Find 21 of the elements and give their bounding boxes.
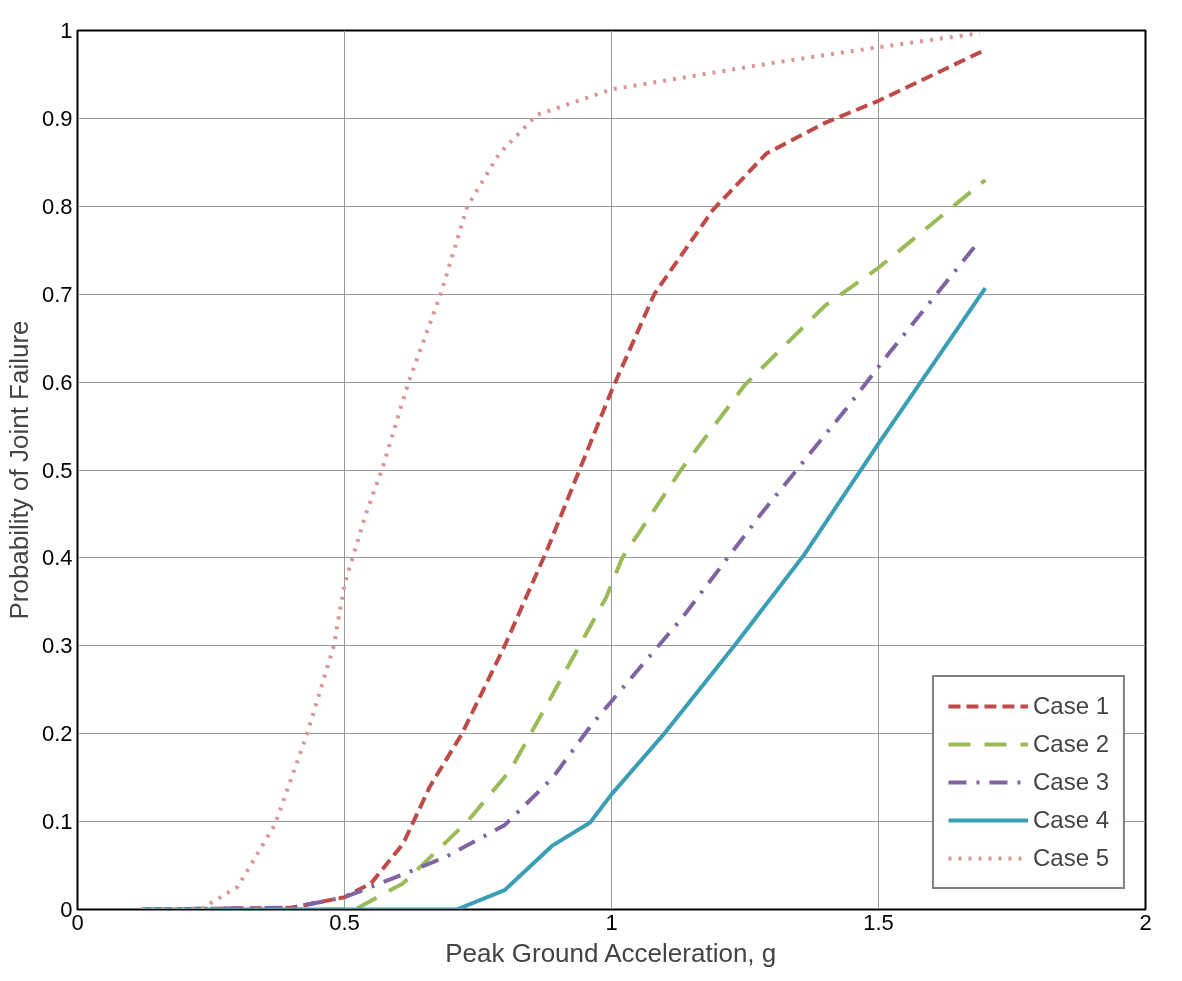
y-tick-label: 0.4 xyxy=(41,545,73,571)
legend-label: Case 5 xyxy=(1032,844,1109,872)
x-tick-label: 1 xyxy=(605,909,618,935)
y-tick-label: 0.3 xyxy=(41,633,73,659)
y-axis-title: Probability of Joint Failure xyxy=(3,320,34,620)
x-tick-label: 0.5 xyxy=(329,909,360,935)
y-tick-label: 0.5 xyxy=(41,457,73,483)
x-tick-label: 2 xyxy=(1139,909,1152,935)
legend-label: Case 1 xyxy=(1032,692,1109,720)
x-tick-label: 1.5 xyxy=(863,909,894,935)
y-tick-label: 1 xyxy=(60,18,73,43)
y-tick-label: 0.6 xyxy=(41,369,73,395)
y-tick-label: 0.9 xyxy=(41,105,73,131)
y-tick-label: 0.1 xyxy=(41,809,73,835)
y-tick-label: 0.7 xyxy=(41,281,73,307)
legend-label: Case 2 xyxy=(1032,730,1109,758)
y-tick-label: 0.2 xyxy=(41,721,73,747)
legend-label: Case 4 xyxy=(1032,806,1109,834)
x-axis-title: Peak Ground Acceleration, g xyxy=(445,937,777,968)
y-tick-label: 0.8 xyxy=(41,193,73,219)
legend-label: Case 3 xyxy=(1032,768,1109,796)
